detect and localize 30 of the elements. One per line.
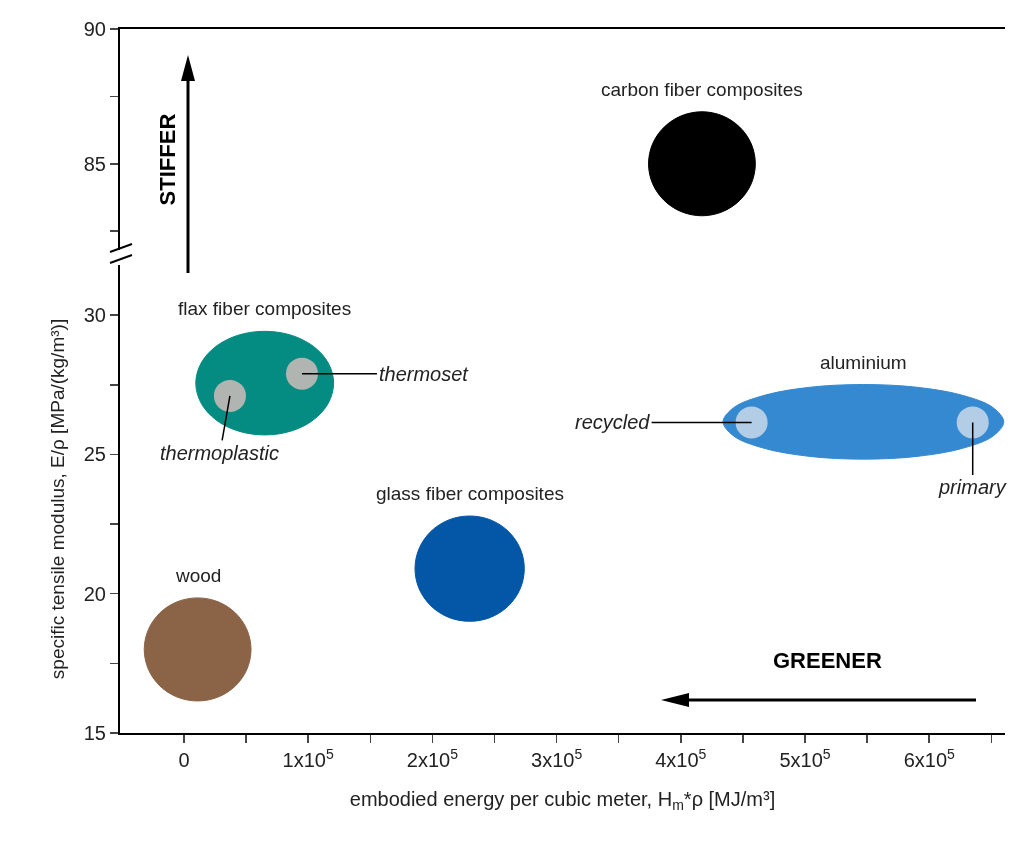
x-tick-label: 5x10$^{5}$ [779,745,831,771]
annotation: STIFFER [154,113,180,206]
x-tick-label: 1x10$^{5}$ [282,745,334,771]
y-tick-label: 30 [83,304,106,327]
annotation: recycled [575,411,651,433]
annotation: primary [938,476,1007,498]
point [956,406,989,439]
series-label: wood [175,565,222,586]
point [285,357,318,390]
x-tick-label: 6x10$^{5}$ [903,745,956,771]
annotation: thermoset [379,363,470,385]
series-label: carbon fiber composites [601,79,803,100]
x-tick-label: 0 [178,749,190,771]
y-tick-label: 90 [83,18,106,40]
y-tick-label: 85 [83,152,106,175]
series-label: glass fiber composites [376,483,564,504]
x-tick-label: 3x10$^{5}$ [531,745,583,771]
point [213,379,246,412]
annotation: thermoplastic [160,442,279,464]
y-tick-label: 15 [83,722,106,744]
y-axis-title: specific tensile modulus, E/ρ [MPa/(kg/m³)] [47,318,69,680]
series-label: flax fiber composites [178,298,352,319]
annotation: GREENER [773,648,882,673]
series-label: aluminium [820,352,907,373]
y-tick-label: 25 [83,443,106,466]
x-axis-title: embodied energy per cubic meter, H$_{m}$*ρ [MJ/m³] [349,788,776,814]
y-tick-label: 20 [83,582,106,605]
point [735,406,768,439]
x-tick-label: 2x10$^{5}$ [406,745,459,771]
x-tick-label: 4x10$^{5}$ [655,745,707,771]
